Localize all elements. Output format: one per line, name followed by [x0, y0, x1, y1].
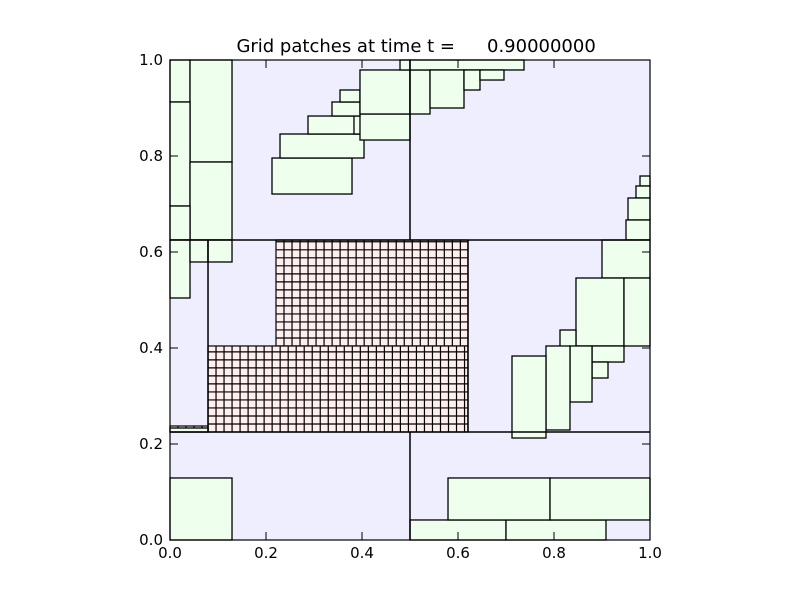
- level2-patch: [627, 197, 651, 221]
- level1-divider-layer: [170, 60, 650, 540]
- level2-patch: [479, 69, 505, 81]
- y-tick-label: 0.4: [139, 339, 163, 357]
- level2-patch: [447, 477, 551, 521]
- x-tick-label: 0.6: [446, 544, 470, 562]
- level2-patch: [207, 239, 233, 263]
- level2-patch: [279, 133, 365, 159]
- level2-patch: [339, 89, 361, 103]
- level2-patch: [189, 161, 233, 241]
- y-tick-label: 0.8: [139, 147, 163, 165]
- y-axis: 0.0 0.2 0.4 0.6 0.8 1.0: [139, 51, 163, 549]
- level2-patch: [169, 477, 233, 541]
- plot-area: [169, 59, 651, 541]
- chart-title-value: 0.90000000: [487, 36, 596, 57]
- level2-patch: [639, 175, 651, 187]
- level2-patch: [549, 477, 651, 521]
- x-tick-label: 1.0: [638, 544, 662, 562]
- level2-patch: [359, 113, 411, 141]
- level2-patch: [399, 59, 411, 71]
- y-tick-label: 0.2: [139, 435, 163, 453]
- level3-patch: [275, 239, 469, 347]
- y-tick-label: 1.0: [139, 51, 163, 69]
- chart-title-prefix: Grid patches at time t =: [236, 36, 455, 57]
- level2-patch: [331, 101, 361, 117]
- level2-patch: [169, 205, 191, 241]
- level2-patch: [545, 345, 571, 431]
- level2-patch: [511, 355, 547, 439]
- level2-patch: [359, 69, 411, 115]
- level2-patch: [169, 59, 191, 103]
- level2-patch: [635, 185, 651, 199]
- level2-patch: [307, 115, 361, 135]
- x-tick-label: 0.4: [350, 544, 374, 562]
- level2-patch: [189, 239, 209, 263]
- level2-patch: [271, 157, 353, 195]
- level2-patch: [409, 69, 431, 115]
- level2-patch: [601, 239, 651, 279]
- level2-patch: [169, 239, 191, 299]
- y-tick-label: 0.6: [139, 243, 163, 261]
- level2-patch: [409, 59, 525, 71]
- level2-patch: [591, 345, 625, 363]
- level3-patch: [207, 345, 469, 433]
- level3-patch-layer: [169, 239, 469, 433]
- level2-patch: [463, 69, 481, 91]
- level2-patch: [625, 219, 651, 241]
- level3-cell-lines: [208, 345, 468, 432]
- tick-marks: [169, 59, 651, 541]
- x-tick-label: 0.2: [254, 544, 278, 562]
- level2-patch: [169, 101, 191, 207]
- level2-patch: [429, 69, 465, 109]
- level2-patch: [505, 519, 607, 541]
- level2-patch: [569, 345, 593, 403]
- x-tick-label: 0.0: [158, 544, 182, 562]
- x-tick-label: 0.8: [542, 544, 566, 562]
- level2-patch: [575, 277, 625, 347]
- level3-cell-lines: [275, 240, 468, 346]
- level3-patch-fill: [207, 345, 469, 433]
- y-tick-label: 0.0: [139, 531, 163, 549]
- plot-frame: [169, 59, 651, 541]
- level2-patch: [591, 361, 609, 379]
- level2-patch-layer: [169, 59, 651, 541]
- x-axis: 0.0 0.2 0.4 0.6 0.8 1.0: [158, 544, 662, 562]
- level2-patch: [623, 277, 651, 347]
- level2-patch: [189, 59, 233, 163]
